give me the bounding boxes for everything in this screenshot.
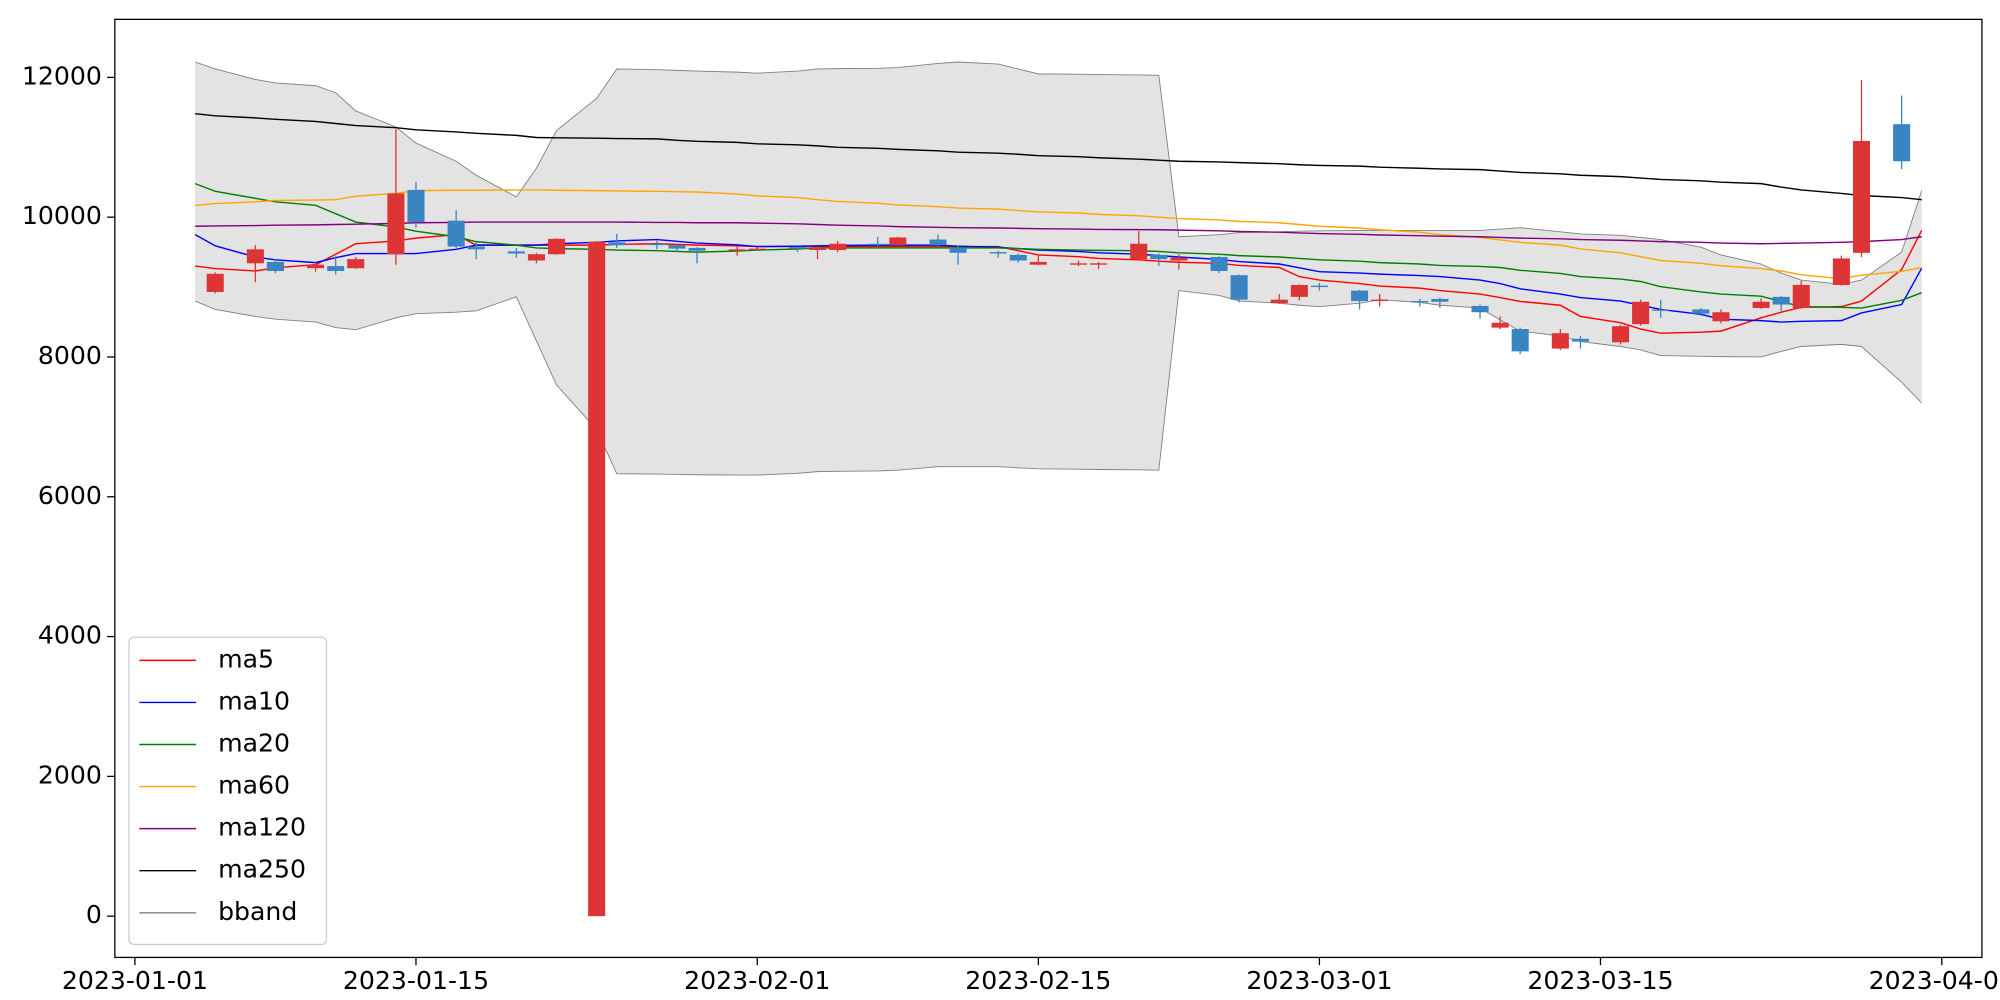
candle-body	[1069, 263, 1088, 265]
x-tick-label: 2023-03-01	[1246, 966, 1392, 995]
candle-body	[1511, 329, 1529, 352]
candle-body	[1371, 299, 1389, 302]
bband-area	[195, 62, 1922, 476]
candle-body	[1230, 275, 1248, 300]
candle-body	[588, 241, 606, 917]
candle-body	[1130, 243, 1148, 260]
legend-box	[128, 636, 328, 946]
x-tick-label: 2023-02-01	[684, 966, 830, 995]
candle-body	[327, 266, 345, 271]
candle-body	[1029, 261, 1047, 265]
candle-body	[748, 248, 766, 250]
candle-body	[1431, 298, 1449, 302]
ma-line	[194, 182, 1922, 309]
candle-body	[1310, 285, 1328, 288]
candle-body	[1712, 312, 1730, 322]
ma-line	[195, 221, 1922, 245]
candle-body	[307, 264, 325, 269]
y-tick-label: 8000	[38, 341, 102, 370]
candle-body	[688, 247, 706, 251]
candle-body	[1792, 284, 1810, 309]
candle-body	[668, 245, 686, 249]
axes-frame	[114, 18, 1983, 959]
candle-body	[206, 273, 224, 292]
candle-body	[1471, 305, 1489, 313]
x-tick-label: 2023-03-15	[1527, 966, 1673, 995]
candle-body	[648, 243, 666, 246]
y-tick-label: 6000	[38, 481, 102, 510]
x-tick-label: 2023-01-15	[343, 966, 489, 995]
candle-body	[1832, 258, 1850, 285]
candle-body	[1772, 296, 1790, 305]
candle-body	[527, 254, 545, 261]
bband-lower	[194, 290, 1923, 476]
candle-body	[1210, 257, 1228, 271]
legend-label: ma60	[218, 771, 290, 800]
candle-body	[808, 247, 827, 251]
candle-body	[1290, 284, 1308, 297]
candle-body	[1170, 257, 1188, 261]
legend-label: ma250	[218, 855, 306, 884]
ma-line	[195, 189, 1922, 280]
legend-label: ma20	[218, 729, 290, 758]
candle-body	[1491, 322, 1509, 328]
candle-body	[507, 251, 525, 254]
candle-body	[246, 249, 264, 264]
candle-body	[869, 243, 887, 246]
candle-body	[788, 247, 806, 249]
candle-body	[1351, 290, 1369, 302]
x-tick-label: 2023-01-01	[62, 966, 208, 995]
bband-upper	[195, 61, 1923, 285]
legend-label: ma5	[218, 644, 274, 673]
candle-body	[1852, 140, 1871, 253]
candle-body	[889, 237, 907, 246]
y-tick-label: 12000	[22, 61, 102, 90]
candle-body	[1612, 326, 1630, 343]
candle-body	[1571, 338, 1589, 342]
candle-body	[989, 252, 1007, 254]
candle-body	[1752, 301, 1770, 309]
candle-body	[1551, 333, 1569, 349]
candle-body	[1692, 309, 1710, 314]
plot-area	[194, 61, 1923, 917]
candle-body	[266, 261, 284, 271]
candle-body	[1270, 299, 1288, 304]
candle-body	[1632, 301, 1650, 325]
legend-label: ma120	[218, 813, 306, 842]
candle-body	[949, 247, 967, 253]
candle-body	[1652, 309, 1670, 311]
candle-body	[1893, 124, 1911, 162]
candle-body	[1411, 301, 1429, 303]
candle-body	[1090, 263, 1108, 265]
x-tick-label: 2023-04-01	[1869, 966, 2000, 995]
legend-label: bband	[218, 897, 297, 926]
ma-line	[195, 113, 1922, 201]
candle-body	[547, 238, 566, 255]
candle-body	[728, 249, 746, 251]
candle-body	[387, 193, 405, 255]
y-tick-label: 4000	[38, 621, 102, 650]
candle-body	[347, 259, 365, 269]
y-tick-label: 10000	[22, 201, 102, 230]
candle-body	[829, 243, 847, 251]
candle-body	[447, 220, 465, 247]
candle-body	[1150, 254, 1168, 260]
candle-body	[929, 239, 947, 246]
candle-body	[1009, 254, 1027, 261]
y-tick-label: 0	[86, 900, 102, 929]
candle-body	[407, 189, 425, 223]
candle-body	[467, 246, 485, 250]
y-tick-label: 2000	[38, 760, 102, 789]
candle-body	[608, 242, 626, 246]
legend-label: ma10	[218, 686, 290, 715]
x-tick-label: 2023-02-15	[965, 966, 1111, 995]
